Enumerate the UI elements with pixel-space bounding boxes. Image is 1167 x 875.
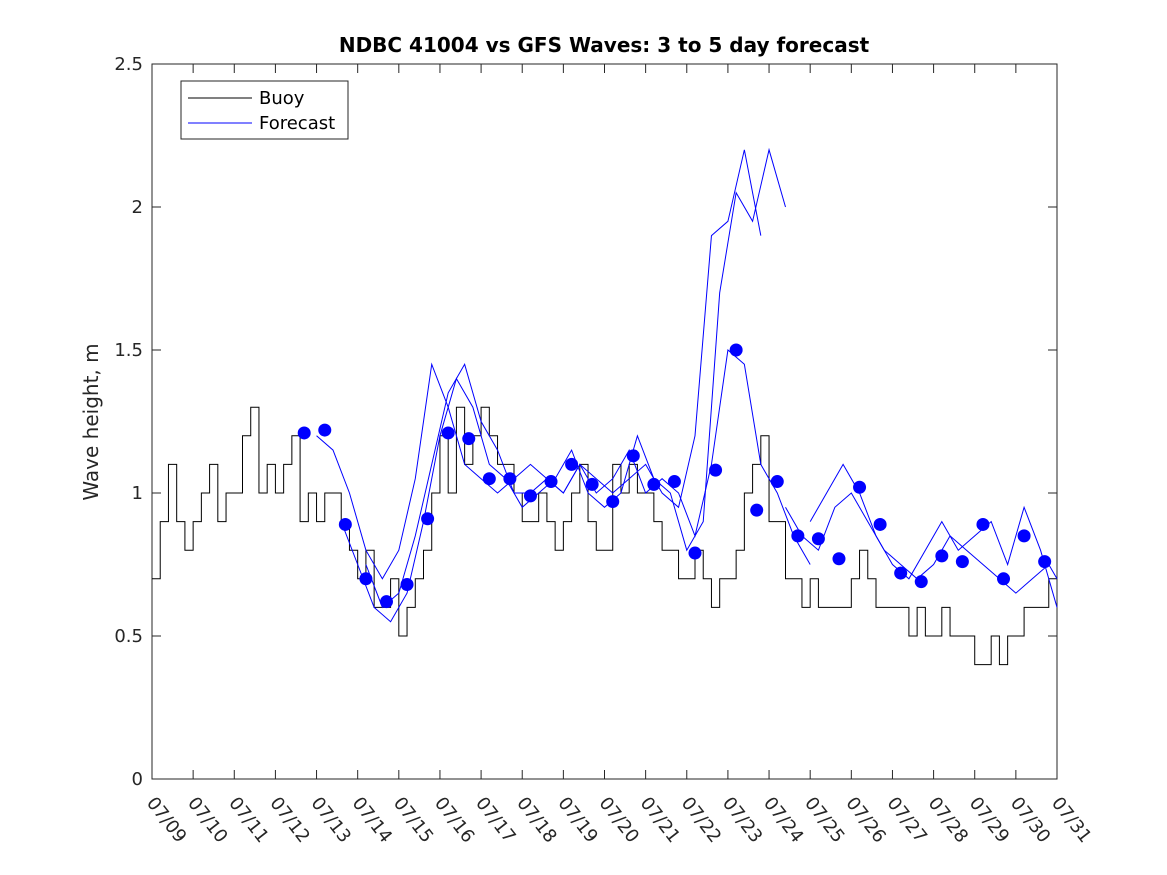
y-tick-label: 1 bbox=[132, 483, 143, 504]
forecast-marker bbox=[1038, 555, 1052, 569]
y-tick-label: 0 bbox=[132, 769, 143, 790]
forecast-marker bbox=[729, 343, 743, 357]
forecast-marker bbox=[565, 457, 579, 471]
series-line-forecast bbox=[316, 149, 762, 580]
forecast-marker bbox=[894, 566, 908, 580]
forecast-marker bbox=[811, 532, 825, 546]
legend-label: Buoy bbox=[259, 88, 305, 109]
forecast-marker bbox=[585, 477, 599, 491]
forecast-marker bbox=[421, 512, 435, 526]
series-line-buoy bbox=[152, 406, 1057, 666]
plot-area: 00.511.522.507/0907/1007/1107/1207/1307/… bbox=[114, 54, 1095, 847]
forecast-marker bbox=[873, 517, 887, 531]
forecast-marker bbox=[379, 595, 393, 609]
forecast-marker bbox=[955, 555, 969, 569]
forecast-marker bbox=[976, 517, 990, 531]
series-line-forecast bbox=[340, 147, 786, 623]
legend-box bbox=[180, 80, 349, 140]
forecast-marker bbox=[647, 477, 661, 491]
forecast-marker bbox=[523, 489, 537, 503]
series-line-forecast bbox=[365, 349, 811, 609]
legend: Buoy Forecast bbox=[180, 80, 349, 140]
forecast-marker bbox=[935, 549, 949, 563]
forecast-marker bbox=[441, 426, 455, 440]
forecast-marker bbox=[709, 463, 723, 477]
forecast-marker bbox=[914, 575, 928, 589]
forecast-marker bbox=[544, 475, 558, 489]
forecast-marker bbox=[338, 517, 352, 531]
forecast-marker bbox=[462, 432, 476, 446]
forecast-marker bbox=[318, 423, 332, 437]
series-line-forecast bbox=[785, 492, 1058, 594]
y-tick-label: 1.5 bbox=[114, 340, 143, 361]
forecast-marker bbox=[297, 426, 311, 440]
y-tick-label: 2 bbox=[132, 197, 143, 218]
forecast-marker bbox=[667, 475, 681, 489]
forecast-marker bbox=[400, 578, 414, 592]
y-tick-label: 0.5 bbox=[114, 626, 143, 647]
forecast-marker bbox=[688, 546, 702, 560]
forecast-marker bbox=[750, 503, 764, 517]
forecast-marker bbox=[832, 552, 846, 566]
forecast-marker bbox=[791, 529, 805, 543]
forecast-marker bbox=[359, 572, 373, 586]
forecast-marker bbox=[626, 449, 640, 463]
forecast-marker bbox=[503, 472, 517, 486]
forecast-marker bbox=[997, 572, 1011, 586]
forecast-marker bbox=[770, 475, 784, 489]
axes-box bbox=[151, 63, 1058, 780]
y-axis-label: Wave height, m bbox=[79, 343, 103, 500]
legend-label: Forecast bbox=[259, 113, 335, 134]
series-line-forecast bbox=[809, 463, 1058, 608]
y-tick-label: 2.5 bbox=[114, 54, 143, 75]
forecast-marker bbox=[482, 472, 496, 486]
forecast-marker bbox=[1017, 529, 1031, 543]
chart-title: NDBC 41004 vs GFS Waves: 3 to 5 day fore… bbox=[339, 33, 870, 57]
forecast-marker bbox=[606, 495, 620, 509]
forecast-marker bbox=[853, 480, 867, 494]
